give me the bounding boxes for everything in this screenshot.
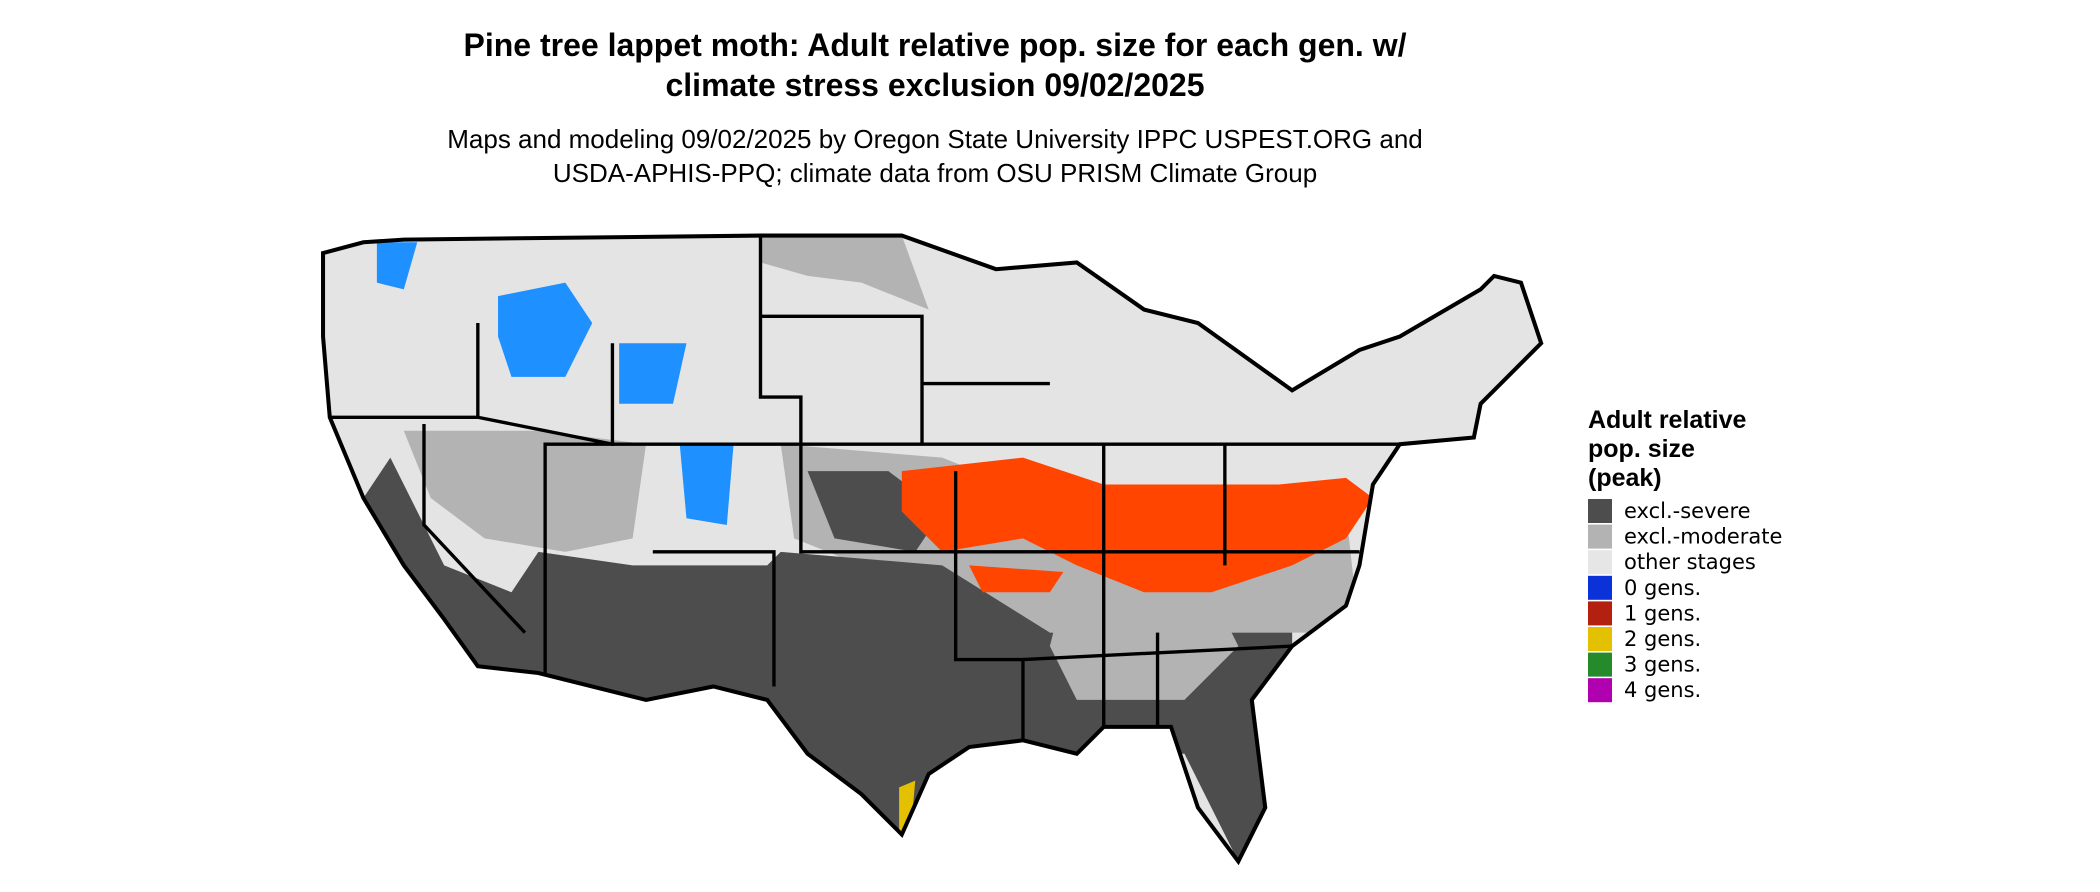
legend-swatch [1588,601,1612,626]
legend-swatch [1588,678,1612,703]
legend-title: Adult relative pop. size (peak) [1588,406,1746,492]
legend-label: 2 gens. [1624,627,1701,651]
legend-swatch [1588,550,1612,575]
map [321,233,1544,866]
legend-label: 3 gens. [1624,653,1701,677]
legend-label: 1 gens. [1624,601,1701,625]
legend: Adult relative pop. size (peak) excl.-seve… [1588,406,1782,703]
legend-label: other stages [1624,550,1756,574]
legend-label: excl.-moderate [1624,525,1782,549]
legend-label: 4 gens. [1624,678,1701,702]
legend-swatch [1588,575,1612,600]
legend-swatch [1588,524,1612,549]
map-regions [323,235,1542,862]
state-borders [321,233,1544,866]
legend-label: excl.-severe [1624,499,1751,523]
map-title: Pine tree lappet moth: Adult relative po… [464,27,1407,103]
legend-label: 0 gens. [1624,576,1701,600]
legend-swatch [1588,652,1612,677]
map-subtitle: Maps and modeling 09/02/2025 by Oregon S… [447,124,1423,188]
legend-swatch [1588,627,1612,651]
legend-swatch [1588,499,1612,523]
